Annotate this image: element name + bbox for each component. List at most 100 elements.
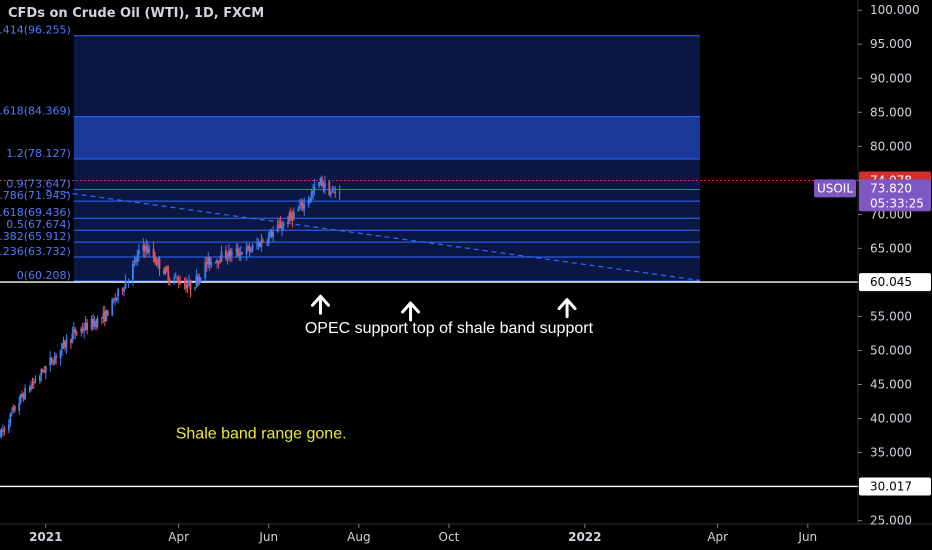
candle-body — [319, 177, 322, 184]
candle-body — [143, 245, 146, 252]
x-tick-label: Jun — [797, 530, 817, 544]
candle-body — [137, 250, 140, 255]
candle-body — [43, 370, 46, 373]
candle-body — [267, 234, 270, 244]
x-tick-label: 2021 — [29, 530, 62, 544]
x-tick-label: 2022 — [568, 530, 601, 544]
candle-body — [198, 277, 201, 284]
candle-body — [321, 177, 323, 187]
candle-body — [173, 277, 176, 280]
candle-body — [247, 246, 249, 248]
candle-body — [114, 298, 117, 300]
candle-body — [152, 248, 155, 259]
candle-body — [74, 328, 77, 334]
y-tick-label: 100.000 — [870, 3, 920, 17]
candle-body — [300, 202, 303, 206]
candle-body — [235, 249, 238, 251]
candle-body — [163, 270, 165, 275]
candle-body — [227, 250, 230, 259]
candle-body — [84, 322, 87, 330]
candle-body — [168, 280, 171, 281]
fib-fill-layer — [73, 35, 700, 282]
fib-highlight-band — [73, 116, 700, 160]
candle-body — [245, 247, 248, 255]
candle-body — [272, 231, 275, 237]
candle-body — [115, 297, 118, 301]
candle-body — [266, 241, 269, 244]
candle-body — [59, 349, 62, 359]
candle-body — [22, 395, 25, 400]
candle-body — [290, 212, 292, 217]
candle-body — [21, 393, 24, 397]
y-tick-label: 40.000 — [870, 412, 912, 426]
x-tick-label: Aug — [347, 530, 370, 544]
annotations-layer: OPEC support top of shale band support Sh… — [176, 320, 594, 442]
fib-level-label: 0.236(63.732) — [0, 245, 71, 258]
candle-body — [93, 322, 96, 327]
candle-body — [81, 328, 84, 331]
fib-level-label: 0.382(65.912) — [0, 230, 71, 243]
last-price-tag — [859, 179, 931, 212]
candle-body — [148, 248, 151, 253]
candle-body — [207, 257, 210, 264]
candle-body — [292, 211, 295, 220]
y-tick-label: 95.000 — [870, 37, 912, 51]
candle-body — [204, 262, 207, 278]
candle-body — [105, 309, 108, 322]
y-tick-label: 25.000 — [870, 514, 912, 528]
candle-body — [334, 192, 337, 193]
candle-body — [331, 191, 334, 193]
candle-body — [142, 245, 145, 251]
candle-body — [124, 281, 127, 289]
candle-body — [31, 384, 34, 385]
candle-body — [188, 281, 190, 286]
fib-level-label: 1.618(84.369) — [0, 105, 71, 118]
y-tick-label: 80.000 — [870, 139, 912, 153]
symbol-title[interactable]: CFDs on Crude Oil (WTI), 1D, FXCM — [8, 6, 265, 21]
candle-body — [2, 429, 4, 432]
candle-body — [251, 245, 254, 251]
x-tick-label: Oct — [439, 530, 460, 544]
candle-body — [259, 242, 261, 247]
fib-level-label: 0.618(69.436) — [0, 206, 71, 219]
candle-body — [132, 263, 134, 280]
candle-body — [83, 329, 86, 332]
candle-body — [291, 215, 294, 220]
candle-body — [123, 288, 125, 292]
candle-body — [30, 385, 32, 391]
x-tick-label: Apr — [707, 530, 728, 544]
candle-body — [219, 261, 221, 263]
candle-body — [72, 329, 75, 333]
candle-body — [55, 355, 58, 358]
candle-body — [34, 380, 37, 382]
candle-body — [186, 285, 189, 288]
arrows-layer — [310, 294, 577, 322]
candle-body — [210, 261, 213, 266]
candle-body — [261, 240, 264, 243]
candle-body — [307, 200, 310, 205]
candle-body — [323, 182, 326, 189]
candle-body — [260, 240, 263, 247]
candle-body — [157, 259, 159, 264]
fib-level-label: 0.9(73.647) — [6, 178, 71, 191]
candle-body — [195, 276, 198, 287]
candle-body — [279, 223, 282, 229]
candle-body — [18, 403, 21, 411]
candle-body — [298, 206, 301, 208]
line-price-label: 30.017 — [870, 479, 912, 493]
annotation-text: Shale band range gone. — [176, 425, 347, 442]
candle-body — [174, 276, 177, 278]
candle-body — [164, 267, 167, 274]
candle-body — [303, 203, 306, 210]
candle-body — [103, 311, 106, 322]
candle-body — [62, 340, 65, 345]
candle-body — [329, 192, 332, 195]
candle-body — [92, 319, 94, 327]
last-price-label: 73.820 — [870, 181, 912, 195]
candle-body — [146, 246, 149, 254]
candle-body — [322, 185, 325, 187]
candle-body — [338, 192, 341, 194]
candle-body — [310, 192, 313, 199]
